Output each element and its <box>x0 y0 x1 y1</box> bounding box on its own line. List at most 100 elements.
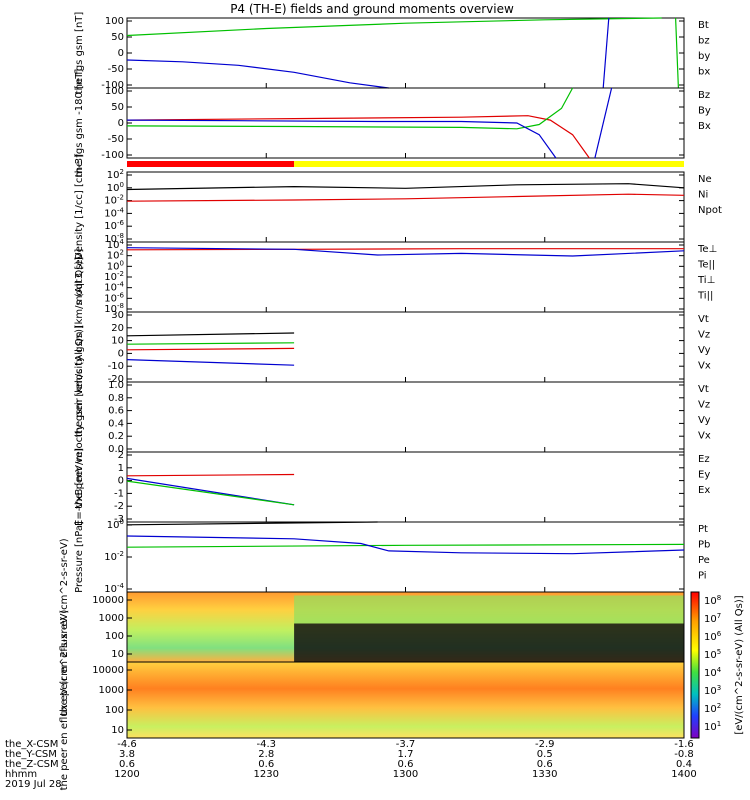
series-line-By <box>126 87 574 130</box>
colorbar-tick-label: 103 <box>704 684 721 697</box>
legend-entry: Vt <box>698 384 709 395</box>
orbit-row-value: 0.6 <box>258 759 274 770</box>
y-tick-label: 10 <box>111 336 124 347</box>
y-tick-label: 10-4 <box>104 206 124 219</box>
series-line-Vy <box>126 342 295 345</box>
y-tick-label: 10000 <box>92 665 124 676</box>
series-line-Pe <box>126 543 685 548</box>
y-axis-label: the peer velocity gsm [km/s (All Qs)] <box>74 325 85 509</box>
y-tick-label: 0.8 <box>108 393 124 404</box>
orbit-row-value: -3.7 <box>396 739 416 750</box>
y-tick-label: -20 <box>108 374 124 385</box>
y-tick-label: 100 <box>105 16 124 27</box>
legend-entry: Vy <box>698 415 711 426</box>
series-line-Pi <box>126 535 685 555</box>
y-axis-label: the peer en eflux eV (cm^2-s-sr-eV) <box>59 610 70 791</box>
spectrogram-peir-en-eflux: 10000 1000 100 10 the peir en eflux eV (cm^2… <box>59 538 685 716</box>
y-tick-label: 10-8 <box>104 232 124 245</box>
y-tick-label: -2 <box>114 501 124 512</box>
legend-entry: Pt <box>698 524 708 535</box>
y-axis-label: moqt3 [eV] <box>74 249 85 306</box>
mode-bar <box>127 161 684 167</box>
mode-bar-segment <box>127 161 295 167</box>
colorbar-tick-label: 101 <box>704 720 721 733</box>
orbit-row-value: -4.3 <box>256 739 276 750</box>
orbit-row-value: 0.6 <box>398 759 414 770</box>
panel-efield: 2 1 0-1 -2 -3 E=-VxB [mV/m] Ez Ey Ex <box>74 448 710 526</box>
spectrogram-peer-en-eflux: 10000 1000 100 10 the peer en eflux eV (cm^2… <box>59 610 685 791</box>
orbit-row-value: -1.6 <box>674 739 694 750</box>
y-tick-label: 0.4 <box>108 418 124 429</box>
y-tick-label: 10000 <box>92 595 124 606</box>
legend-entry: Ex <box>698 485 710 496</box>
legend-entry: Pe <box>698 555 710 566</box>
orbit-row-value: 1300 <box>393 769 418 780</box>
legend-entry: Pb <box>698 540 710 551</box>
panel-frame <box>126 311 685 383</box>
legend-entry: Vz <box>698 330 710 341</box>
y-tick-label: 50 <box>111 32 124 43</box>
legend-entry: Ey <box>698 470 710 481</box>
y-tick-label: 102 <box>107 168 124 181</box>
y-axis-label: Density [1/cc] [cm-3] <box>74 154 85 260</box>
orbit-row-value: 1330 <box>532 769 557 780</box>
series-line-bx <box>126 59 389 89</box>
y-tick-label: 100 <box>105 705 124 716</box>
y-tick-label: 100 <box>105 86 124 97</box>
y-tick-label: -50 <box>108 64 124 75</box>
y-tick-label: 10-4 <box>104 281 124 294</box>
y-tick-label: 0 <box>118 348 124 359</box>
y-tick-label: 0.2 <box>108 431 124 442</box>
y-tick-label: -100 <box>101 150 124 161</box>
chart-title: P4 (TH-E) fields and ground moments over… <box>230 2 514 16</box>
panel-fgs-gsm: 100 50 0 -50 -100 the fgs gsm [nT] Bt bz by bx <box>74 12 710 95</box>
colorbar-tick-label: 108 <box>704 594 721 607</box>
y-tick-label: 104 <box>107 238 125 251</box>
colorbar-tick-label: 106 <box>704 630 722 643</box>
y-tick-label: 1.0 <box>108 380 124 391</box>
orbit-row-label: the_Y-CSM <box>5 749 57 760</box>
y-tick-label: 102 <box>107 249 124 262</box>
series-line-Ne <box>126 193 685 202</box>
orbit-row-value: -0.8 <box>674 749 694 760</box>
colorbar-tick-label: 107 <box>704 612 721 625</box>
y-tick-label: 10-2 <box>104 550 124 563</box>
series-line-by <box>126 17 662 37</box>
panel-frame <box>126 451 685 523</box>
series-line-Ni <box>126 183 685 191</box>
spectrogram-gap <box>294 623 684 662</box>
legend-entry: Bx <box>698 121 711 132</box>
series-line-Vz <box>126 347 295 351</box>
y-tick-label: 30 <box>111 310 124 321</box>
orbit-labels: the_X-CSM -4.6 -4.3 -3.7 -2.9 -1.6 the_Y-CSM 3.… <box>5 739 697 790</box>
orbit-row-value: 1400 <box>671 769 696 780</box>
orbit-row-value: 0.6 <box>537 759 553 770</box>
y-tick-label: 100 <box>107 181 124 194</box>
series-line-Bz <box>126 115 590 159</box>
y-tick-label: 50 <box>111 102 124 113</box>
y-axis-label: the fgs gsm -180 [nT] <box>74 69 85 178</box>
orbit-row-label: the_Z-CSM <box>5 759 59 770</box>
spectrogram-band <box>294 595 684 624</box>
legend-entry: Pi <box>698 571 707 582</box>
legend-entry: Vy <box>698 345 711 356</box>
legend-entry: Ti|| <box>697 291 713 302</box>
orbit-row-value: 0.6 <box>119 759 135 770</box>
y-tick-label: -1 <box>114 488 124 499</box>
legend-entry: bx <box>698 67 710 78</box>
panel-frame <box>126 171 685 243</box>
orbit-row-value: 3.8 <box>119 749 135 760</box>
series-line-Pt <box>126 521 378 526</box>
panel-frame <box>126 241 685 313</box>
y-tick-label: 0 <box>118 476 124 487</box>
y-tick-label: 10-2 <box>104 270 124 283</box>
series-line-Ti <box>126 247 685 257</box>
panel-frame <box>126 17 685 89</box>
orbit-row-label: the_X-CSM <box>5 739 58 750</box>
y-tick-label: 1000 <box>99 613 124 624</box>
panel-fgs-geo: 100 50 0 -50 -100 the fgs gsm -180 [nT] Bz By Bx <box>74 69 711 178</box>
y-tick-label: 1 <box>118 463 124 474</box>
y-tick-label: -3 <box>114 514 124 525</box>
